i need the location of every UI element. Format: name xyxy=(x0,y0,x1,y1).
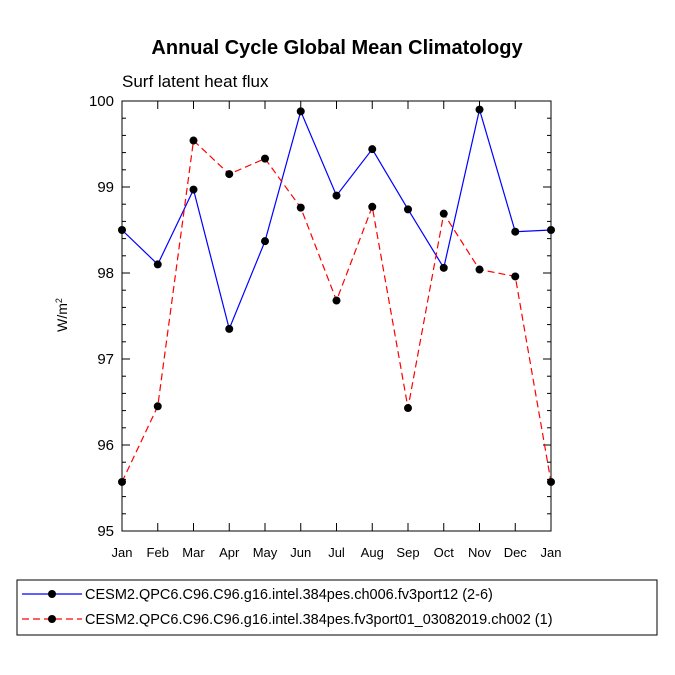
series-1-point xyxy=(261,237,269,246)
series-1-point xyxy=(475,105,484,114)
series-2-point xyxy=(439,209,448,218)
x-tick-label: Oct xyxy=(434,545,455,560)
series-1-point xyxy=(547,226,555,234)
series-1-point xyxy=(153,260,162,269)
x-tick-label: Jul xyxy=(328,545,345,560)
series-1-point xyxy=(118,226,126,234)
series-2-point xyxy=(153,402,162,411)
y-tick-label: 99 xyxy=(97,179,114,196)
series-2-point xyxy=(261,154,269,163)
legend-box xyxy=(16,579,658,636)
series-1-point xyxy=(439,263,448,272)
legend-marker-1 xyxy=(48,590,56,598)
legend-label-1: CESM2.QPC6.C96.C96.g16.intel.384pes.ch00… xyxy=(85,587,493,603)
series-1-point xyxy=(368,145,377,154)
y-tick-label: 100 xyxy=(89,93,114,110)
series-2-point xyxy=(368,202,377,211)
series-2-point xyxy=(225,170,234,179)
plot-frame xyxy=(121,100,552,532)
x-tick-label: Apr xyxy=(219,545,240,560)
y-tick-label: 98 xyxy=(97,265,114,282)
y-axis-label-unit: W/m xyxy=(54,303,70,332)
legend-marker-2 xyxy=(48,615,56,623)
series-2-point xyxy=(475,265,484,274)
series-2-point xyxy=(511,272,520,281)
series-1-point xyxy=(332,191,341,200)
series-2-point xyxy=(547,477,555,486)
series-1-point xyxy=(404,205,412,214)
series-2-point xyxy=(189,136,198,145)
series-1-point xyxy=(225,324,234,333)
plot-area: 95 96 97 98 99 100 Jan Feb Mar Apr May Jun Jul Aug Sep… xyxy=(89,93,562,560)
x-tick-label: Jun xyxy=(290,545,311,560)
series-2-point xyxy=(118,477,126,486)
series-2-point xyxy=(332,296,341,305)
x-tick-label: Aug xyxy=(361,545,384,560)
x-tick-label: May xyxy=(253,545,278,560)
x-tick-label: Jan xyxy=(112,545,133,560)
x-tick-label: Nov xyxy=(468,545,492,560)
y-axis-label: W/m2 xyxy=(54,298,70,332)
y-tick-label: 97 xyxy=(97,351,114,368)
series-2-point xyxy=(404,404,412,413)
x-tick-label: Jan xyxy=(541,545,562,560)
x-tick-label: Mar xyxy=(182,545,205,560)
series-line-1 xyxy=(121,107,552,331)
series-1-point xyxy=(296,107,305,116)
y-axis-label-superscript: 2 xyxy=(54,298,64,303)
legend: CESM2.QPC6.C96.C96.g16.intel.384pes.ch00… xyxy=(16,579,658,636)
chart-title: Annual Cycle Global Mean Climatology xyxy=(151,37,523,59)
x-tick-label: Sep xyxy=(396,545,419,560)
series-1-point xyxy=(511,227,520,236)
y-tick-label: 95 xyxy=(97,523,114,540)
y-tick-label: 96 xyxy=(97,437,114,454)
x-tick-label: Dec xyxy=(504,545,528,560)
legend-label-2: CESM2.QPC6.C96.C96.g16.intel.384pes.fv3p… xyxy=(85,612,553,628)
x-tick-label: Feb xyxy=(147,545,169,560)
chart-subtitle: Surf latent heat flux xyxy=(122,72,269,91)
series-1-point xyxy=(189,185,198,194)
series-2-point xyxy=(296,203,305,212)
